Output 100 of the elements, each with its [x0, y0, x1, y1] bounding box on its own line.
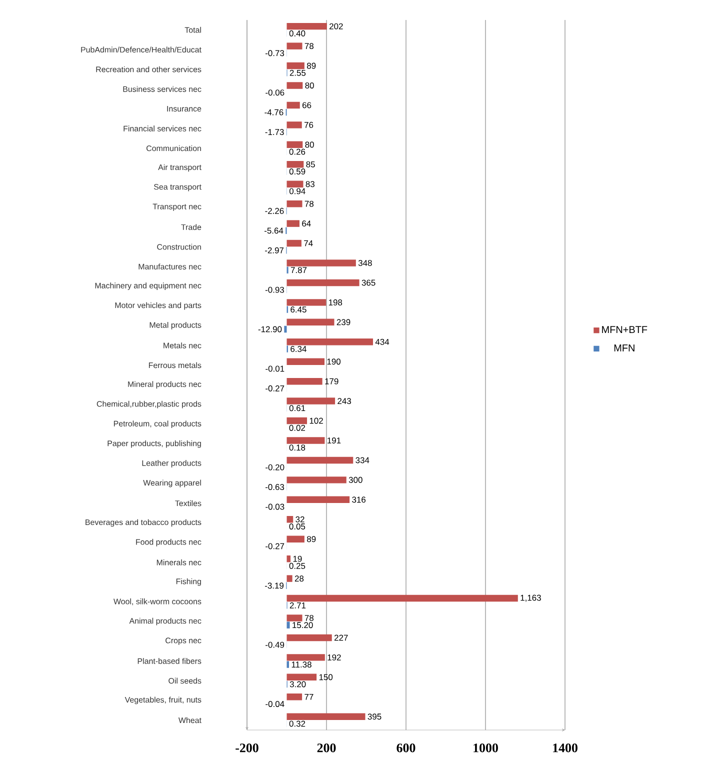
data-label: -1.73 [265, 129, 284, 136]
data-label: 66 [302, 102, 312, 108]
data-label: -0.49 [266, 642, 284, 648]
data-label: 0.59 [289, 168, 306, 174]
data-label: 85 [306, 161, 315, 168]
data-label: 89 [307, 62, 316, 69]
data-label: 243 [338, 398, 352, 404]
data-label: 150 [319, 674, 333, 680]
bar [286, 536, 304, 542]
data-label: -0.04 [266, 700, 284, 707]
data-label: 80 [305, 142, 314, 148]
data-label: 191 [328, 437, 341, 444]
bar [286, 299, 326, 306]
data-label: 1,163 [520, 594, 541, 602]
data-label: -0.01 [266, 366, 284, 372]
data-label: 0.61 [289, 405, 306, 412]
data-label: -0.63 [266, 484, 284, 490]
data-label: 0.05 [289, 523, 306, 530]
bar [286, 614, 302, 622]
data-label: -2.97 [265, 247, 284, 254]
data-label: 395 [368, 714, 382, 720]
data-label: 11.38 [292, 662, 312, 668]
data-label: 202 [330, 23, 343, 30]
bar [284, 326, 287, 333]
data-label: 78 [304, 614, 314, 621]
bar [286, 417, 308, 424]
x-tick-label: 600 [396, 744, 416, 752]
bar [286, 42, 302, 50]
bar [286, 358, 325, 365]
data-label: 74 [304, 240, 313, 246]
data-label: 239 [336, 319, 350, 326]
data-label: 80 [305, 82, 314, 88]
data-label: 3.20 [290, 681, 306, 688]
data-label: 334 [356, 457, 370, 464]
legend-label: MFN [614, 344, 634, 352]
data-label: 0.18 [289, 444, 306, 451]
data-label: 78 [304, 200, 314, 207]
bar [286, 82, 303, 89]
bar [286, 200, 302, 208]
bar [286, 22, 327, 30]
data-label: -0.06 [266, 90, 284, 96]
x-tick-label: -200 [236, 744, 258, 752]
bar [286, 575, 292, 582]
data-label: 300 [348, 476, 362, 483]
bar [286, 516, 294, 523]
bar [286, 62, 304, 70]
bar [286, 476, 346, 484]
data-label: -3.19 [264, 582, 284, 589]
x-tick-label: 1400 [553, 744, 578, 752]
data-label: 15.20 [292, 622, 313, 628]
data-label: -12.90 [258, 326, 282, 332]
data-label: 0.94 [289, 188, 306, 194]
bar [286, 622, 290, 628]
bar [286, 661, 290, 668]
bar [286, 694, 302, 700]
bar [286, 161, 304, 168]
data-label: 434 [375, 338, 390, 345]
data-label: 0.02 [289, 424, 306, 431]
x-tick-label: 200 [317, 744, 336, 752]
data-label: 77 [304, 694, 314, 700]
bar [286, 122, 302, 128]
bar [286, 141, 303, 148]
data-label: -5.64 [264, 228, 284, 234]
data-label: 190 [327, 358, 341, 365]
bar [286, 713, 366, 720]
bar [286, 437, 325, 444]
data-label: 6.34 [290, 346, 306, 352]
bar [286, 279, 360, 286]
data-label: 2.71 [290, 602, 306, 608]
bar [286, 180, 304, 188]
data-label: 198 [328, 299, 342, 306]
data-label: 19 [293, 556, 302, 562]
data-label: -0.03 [266, 504, 284, 510]
data-label: 64 [302, 220, 311, 227]
bar [286, 654, 325, 661]
data-label: 7.87 [290, 267, 307, 274]
data-label: 0.32 [289, 720, 306, 727]
data-label: -4.76 [264, 109, 284, 116]
data-label: 365 [362, 280, 376, 286]
data-label: -0.27 [266, 543, 284, 550]
data-label: 179 [325, 378, 338, 384]
data-label: 316 [352, 496, 366, 503]
bar [286, 240, 302, 247]
bar [286, 260, 356, 266]
data-label: -0.73 [265, 50, 284, 56]
bar [286, 378, 322, 385]
data-label: -0.27 [266, 385, 284, 392]
data-label: 89 [307, 536, 316, 542]
data-label: 83 [306, 181, 314, 188]
data-label: 192 [328, 654, 341, 660]
data-label: -0.93 [265, 286, 284, 293]
data-label: 348 [358, 260, 372, 266]
data-label: 6.45 [290, 306, 306, 313]
data-label: 227 [334, 634, 348, 641]
data-label: -2.26 [265, 208, 284, 214]
bar [286, 674, 317, 681]
data-label: 76 [304, 122, 314, 128]
data-label: 78 [304, 43, 314, 50]
bar [286, 496, 350, 504]
bar [286, 318, 334, 326]
